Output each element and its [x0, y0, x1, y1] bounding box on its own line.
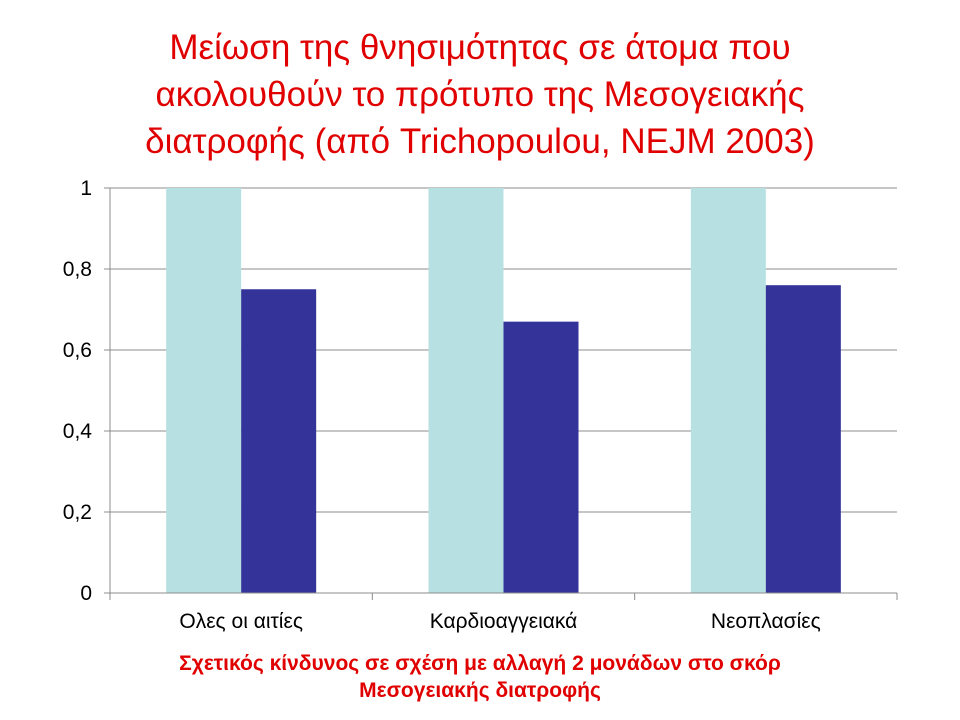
- x-axis-label: Σχετικός κίνδυνος σε σχέση με αλλαγή 2 μ…: [179, 652, 781, 702]
- bar-series-1-1: [166, 188, 242, 593]
- y-tick-label: 0,6: [63, 339, 92, 362]
- y-tick-label: 1: [80, 177, 92, 200]
- x-tick-labels: Ολες οι αιτίες Καρδιοαγγειακά Νεοπλασίες: [179, 610, 820, 633]
- chart-title: Μείωση της θνησιμότητας σε άτομα που ακο…: [145, 28, 815, 161]
- x-tick-label: Καρδιοαγγειακά: [430, 610, 578, 633]
- bar-series-2-3: [765, 285, 841, 593]
- bars: [166, 188, 841, 593]
- bar-series-2-2: [503, 321, 579, 593]
- y-tick-label: 0,8: [63, 258, 92, 281]
- y-tick-labels: 0 0,2 0,4 0,6 0,8 1: [63, 177, 93, 605]
- x-tick-label: Νεοπλασίες: [711, 610, 821, 633]
- y-tick-label: 0,2: [63, 501, 92, 524]
- bar-series-1-2: [428, 188, 504, 593]
- bar-series-2-1: [241, 289, 317, 593]
- y-tick-label: 0: [80, 582, 92, 605]
- axes: [104, 187, 898, 600]
- y-tick-label: 0,4: [63, 420, 93, 443]
- bar-series-1-3: [690, 188, 766, 593]
- x-tick-label: Ολες οι αιτίες: [179, 610, 303, 633]
